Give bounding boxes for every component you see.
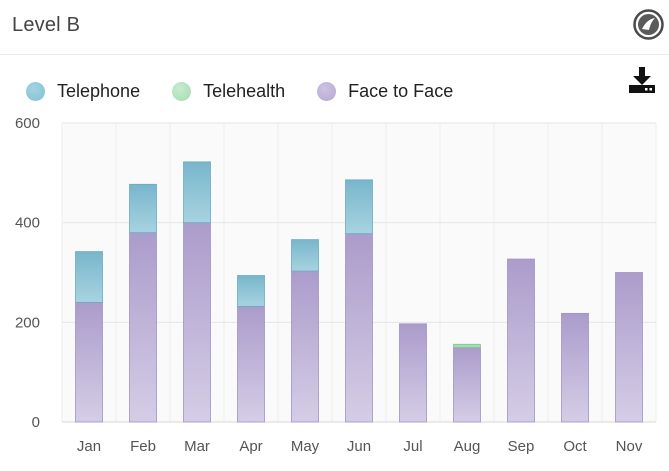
chart-legend: Telephone Telehealth Face to Face <box>26 78 485 104</box>
legend-label-telehealth: Telehealth <box>203 80 286 101</box>
chart-title: Level B <box>12 14 81 36</box>
x-tick-label: Aug <box>454 438 481 455</box>
legend-label-telephone: Telephone <box>57 80 141 101</box>
bar-face-to-face-nov[interactable] <box>615 272 643 423</box>
x-tick-label: Jan <box>77 438 101 455</box>
x-tick-label: Mar <box>184 438 210 455</box>
legend-swatch-telephone <box>26 81 45 101</box>
x-tick-label: Feb <box>130 438 156 455</box>
bar-telephone-may[interactable] <box>291 239 319 272</box>
circular-brand-logo-icon <box>633 9 664 40</box>
bar-face-to-face-may[interactable] <box>291 270 319 423</box>
bar-face-to-face-jun[interactable] <box>345 233 373 423</box>
bar-face-to-face-oct[interactable] <box>561 312 589 423</box>
bar-face-to-face-jan[interactable] <box>75 301 103 423</box>
x-tick-label: May <box>291 438 320 455</box>
y-tick-label: 400 <box>15 215 40 232</box>
download-icon[interactable] <box>628 66 656 94</box>
bar-telephone-apr[interactable] <box>237 275 265 307</box>
y-tick-label: 200 <box>15 314 40 331</box>
x-tick-label: Jul <box>403 438 422 455</box>
legend-item-face-to-face[interactable]: Face to Face <box>317 81 453 102</box>
x-tick-label: Jun <box>347 438 371 455</box>
bar-face-to-face-jul[interactable] <box>399 323 427 423</box>
x-tick-label: Apr <box>239 438 262 455</box>
chart-header: Level B <box>0 0 669 55</box>
x-tick-label: Nov <box>616 438 643 455</box>
bar-face-to-face-mar[interactable] <box>183 222 211 423</box>
legend-item-telehealth[interactable]: Telehealth <box>172 81 285 102</box>
bar-telephone-feb[interactable] <box>129 183 157 234</box>
x-tick-label: Oct <box>563 438 587 455</box>
bar-telephone-mar[interactable] <box>183 161 211 224</box>
bar-telehealth-aug[interactable] <box>453 343 481 348</box>
bar-face-to-face-apr[interactable] <box>237 305 265 423</box>
legend-label-face-to-face: Face to Face <box>348 80 454 101</box>
bar-face-to-face-feb[interactable] <box>129 232 157 423</box>
legend-swatch-face-to-face <box>317 81 337 101</box>
legend-item-telephone[interactable]: Telephone <box>26 81 140 102</box>
y-tick-label: 0 <box>32 414 40 431</box>
bar-face-to-face-aug[interactable] <box>453 346 481 423</box>
bar-telephone-jun[interactable] <box>345 179 373 235</box>
bar-face-to-face-sep[interactable] <box>507 258 535 423</box>
bar-telephone-jan[interactable] <box>75 251 103 303</box>
x-tick-label: Sep <box>508 438 535 455</box>
legend-swatch-telehealth <box>172 81 192 101</box>
y-tick-label: 600 <box>15 115 40 132</box>
